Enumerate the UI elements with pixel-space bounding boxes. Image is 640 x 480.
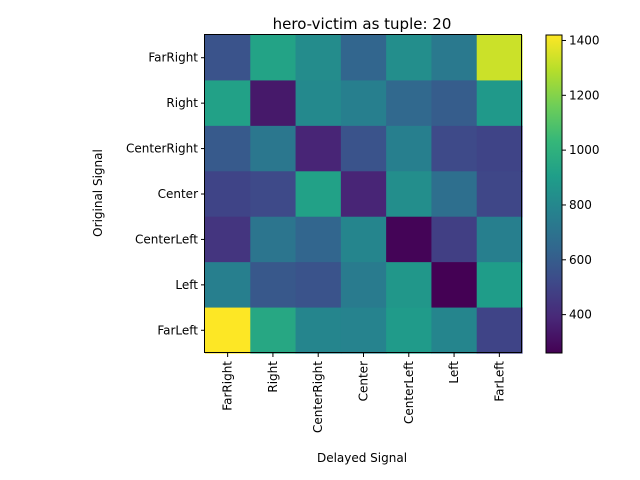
heatmap-cells <box>205 35 523 354</box>
heatmap-cell <box>431 80 478 127</box>
colorbar-tick-label: 1000 <box>569 143 600 157</box>
heatmap-cell <box>431 307 478 354</box>
colorbar-tick-label: 400 <box>569 308 592 322</box>
heatmap-cell <box>205 216 251 263</box>
heatmap-cell <box>476 216 523 263</box>
heatmap-cell <box>340 35 387 82</box>
heatmap-cell <box>295 80 342 127</box>
heatmap-cell <box>476 307 523 354</box>
heatmap-cell <box>295 171 342 218</box>
heatmap-cell <box>340 125 387 172</box>
colorbar-tick-label: 1200 <box>569 88 600 102</box>
colorbar-tick-label: 1400 <box>569 33 600 47</box>
x-tick-label: CenterLeft <box>402 361 416 424</box>
y-axis-label: Original Signal <box>91 149 105 237</box>
heatmap-cell <box>340 80 387 127</box>
heatmap-cell <box>205 307 251 354</box>
colorbar-tick-label: 800 <box>569 198 592 212</box>
heatmap-cell <box>476 171 523 218</box>
heatmap-cell <box>205 125 251 172</box>
heatmap-cell <box>340 307 387 354</box>
heatmap-cell <box>205 35 251 82</box>
heatmap-cell <box>340 262 387 309</box>
chart-title: hero-victim as tuple: 20 <box>273 15 452 33</box>
heatmap-cell <box>431 35 478 82</box>
y-tick-label: CenterLeft <box>135 232 198 246</box>
x-axis-ticks: FarRight Right CenterRight Center CenterLeft… <box>221 353 506 433</box>
heatmap-cell <box>431 125 478 172</box>
heatmap-cell <box>295 35 342 82</box>
heatmap-cell <box>386 80 433 127</box>
heatmap-cell <box>295 262 342 309</box>
colorbar <box>545 34 563 354</box>
heatmap-cell <box>205 262 251 309</box>
heatmap-cell <box>205 80 251 127</box>
heatmap-cell <box>476 262 523 309</box>
heatmap-cell <box>431 262 478 309</box>
y-axis-ticks: FarRight Right CenterRight Center CenterLeft… <box>126 51 205 337</box>
x-axis-label: Delayed Signal <box>317 451 407 465</box>
heatmap-cell <box>476 35 523 82</box>
heatmap-cell <box>250 307 297 354</box>
heatmap-cell <box>386 262 433 309</box>
heatmap-cell <box>386 125 433 172</box>
x-tick-label: Right <box>266 361 280 393</box>
heatmap-cell <box>386 171 433 218</box>
heatmap-cell <box>295 307 342 354</box>
y-tick-label: Right <box>166 96 198 110</box>
heatmap-cell <box>295 216 342 263</box>
heatmap-cell <box>250 262 297 309</box>
heatmap-cell <box>431 171 478 218</box>
heatmap-cell <box>250 171 297 218</box>
heatmap-cell <box>431 216 478 263</box>
x-tick-label: Left <box>447 361 461 384</box>
heatmap-cell <box>476 80 523 127</box>
heatmap-cell <box>205 171 251 218</box>
heatmap-cell <box>386 216 433 263</box>
colorbar-ticks: 400 600 800 1000 1200 1400 <box>562 33 600 322</box>
y-tick-label: FarRight <box>148 51 198 65</box>
x-tick-label: CenterRight <box>311 361 325 433</box>
x-tick-label: FarLeft <box>492 361 506 402</box>
y-tick-label: FarLeft <box>157 323 198 337</box>
heatmap-cell <box>476 125 523 172</box>
heatmap-cell <box>340 171 387 218</box>
colorbar-tick-label: 600 <box>569 253 592 267</box>
heatmap-cell <box>386 307 433 354</box>
x-tick-label: Center <box>357 361 371 401</box>
heatmap-cell <box>250 216 297 263</box>
y-tick-label: Left <box>175 278 198 292</box>
y-tick-label: Center <box>158 187 198 201</box>
heatmap-cell <box>340 216 387 263</box>
heatmap-cell <box>250 35 297 82</box>
heatmap-cell <box>386 35 433 82</box>
heatmap-cell <box>250 125 297 172</box>
heatmap-cell <box>250 80 297 127</box>
x-tick-label: FarRight <box>221 361 235 411</box>
heatmap-cell <box>295 125 342 172</box>
y-tick-label: CenterRight <box>126 142 198 156</box>
